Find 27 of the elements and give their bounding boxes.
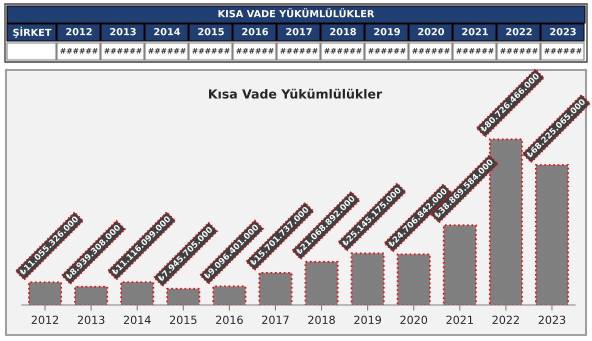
x-tick-label: 2022 [492, 316, 519, 324]
category-label: 2012 [66, 28, 92, 36]
x-tick-label: 2020 [400, 316, 428, 324]
x-tick-label: 2013 [78, 316, 104, 324]
category-label: 2016 [242, 28, 268, 36]
category-label: 2018 [330, 28, 356, 36]
x-tick-label: 2016 [216, 316, 243, 324]
category-label: 2014 [154, 28, 180, 36]
category-label: 2021 [462, 28, 488, 36]
x-tick-label: 2019 [354, 316, 381, 324]
x-tick-label: 2018 [308, 316, 335, 324]
category-label: 2019 [374, 28, 400, 36]
category-label: 2022 [506, 28, 532, 36]
x-tick-label: 2021 [446, 316, 473, 324]
text: ŞİRKET [13, 26, 52, 38]
chart-title: Kısa Vade Yükümlülükler [209, 88, 382, 99]
category-label: 2023 [550, 28, 576, 36]
x-tick-label: 2014 [124, 316, 151, 324]
x-tick-label: 2023 [538, 316, 566, 324]
category-label: 2017 [286, 28, 312, 36]
x-tick-label: 2015 [170, 316, 196, 324]
x-tick-label: 2012 [32, 316, 58, 324]
category-label: 2020 [418, 28, 444, 36]
text: KISA VADE YÜKÜMLÜLÜKLER [218, 8, 374, 18]
category-label: 2013 [110, 28, 136, 36]
x-tick-label: 2017 [262, 316, 289, 324]
category-label: 2015 [198, 28, 224, 36]
